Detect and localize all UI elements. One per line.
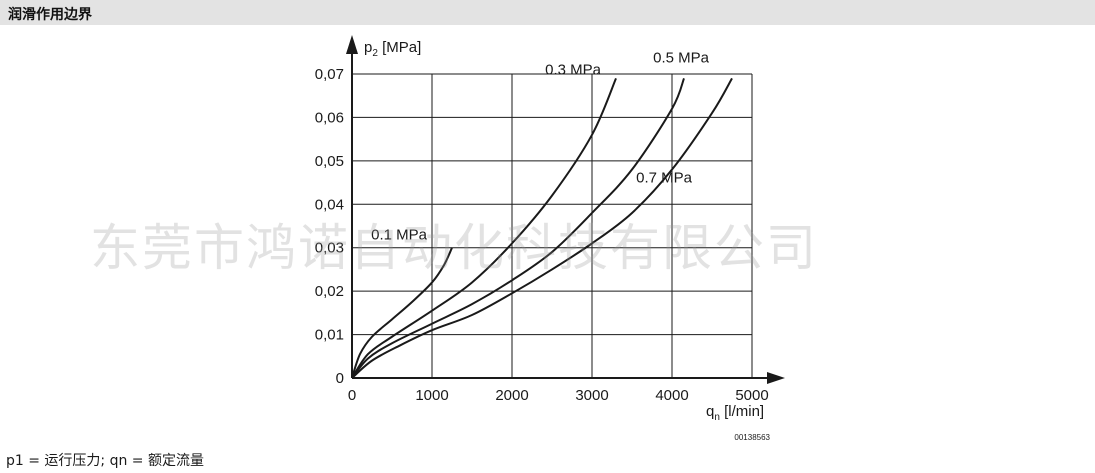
figure-code: 00138563 — [734, 433, 770, 442]
y-tick-label: 0,01 — [315, 327, 344, 344]
x-axis-arrow-icon — [767, 372, 785, 384]
chart-grid — [352, 73, 753, 378]
page-title: 润滑作用边界 — [8, 7, 92, 23]
chart-axes — [346, 35, 785, 384]
series-line — [351, 77, 685, 379]
y-tick-label: 0 — [336, 370, 344, 387]
y-axis-arrow-icon — [346, 35, 358, 54]
x-tick-label: 1000 — [415, 387, 448, 404]
series-label: 0.5 MPa — [653, 49, 710, 66]
x-axis-label: qn [l/min] — [706, 403, 764, 423]
series-line — [351, 77, 617, 379]
x-tick-label: 4000 — [655, 387, 688, 404]
series-labels: 0.1 MPa 0.3 MPa 0.5 MPa 0.7 MPa — [371, 49, 710, 243]
y-tick-label: 0,05 — [315, 153, 344, 170]
series-line — [351, 77, 733, 379]
x-tick-label: 5000 — [735, 387, 768, 404]
y-tick-label: 0,07 — [315, 66, 344, 83]
x-tick-label: 3000 — [575, 387, 608, 404]
header-bar: 润滑作用边界 — [0, 0, 1095, 25]
x-tick-label: 0 — [348, 387, 356, 404]
y-axis-label: p2 [MPa] — [364, 39, 421, 59]
watermark: 东莞市鸿诺自动化科技有限公司 — [90, 219, 818, 277]
series-label: 0.1 MPa — [371, 227, 428, 244]
series-label: 0.3 MPa — [545, 61, 602, 78]
series-group — [351, 77, 733, 379]
series-label: 0.7 MPa — [636, 169, 693, 186]
tick-labels: 0 1000 2000 3000 4000 5000 0 0,01 0,02 0,03 0,04 0,… — [315, 66, 769, 404]
y-tick-label: 0,03 — [315, 240, 344, 257]
series-line — [351, 247, 453, 379]
y-tick-label: 0,02 — [315, 283, 344, 300]
x-tick-label: 2000 — [495, 387, 528, 404]
footnote: p1 = 运行压力; qn = 额定流量 — [6, 453, 204, 469]
y-tick-label: 0,06 — [315, 109, 344, 126]
y-tick-label: 0,04 — [315, 196, 344, 213]
